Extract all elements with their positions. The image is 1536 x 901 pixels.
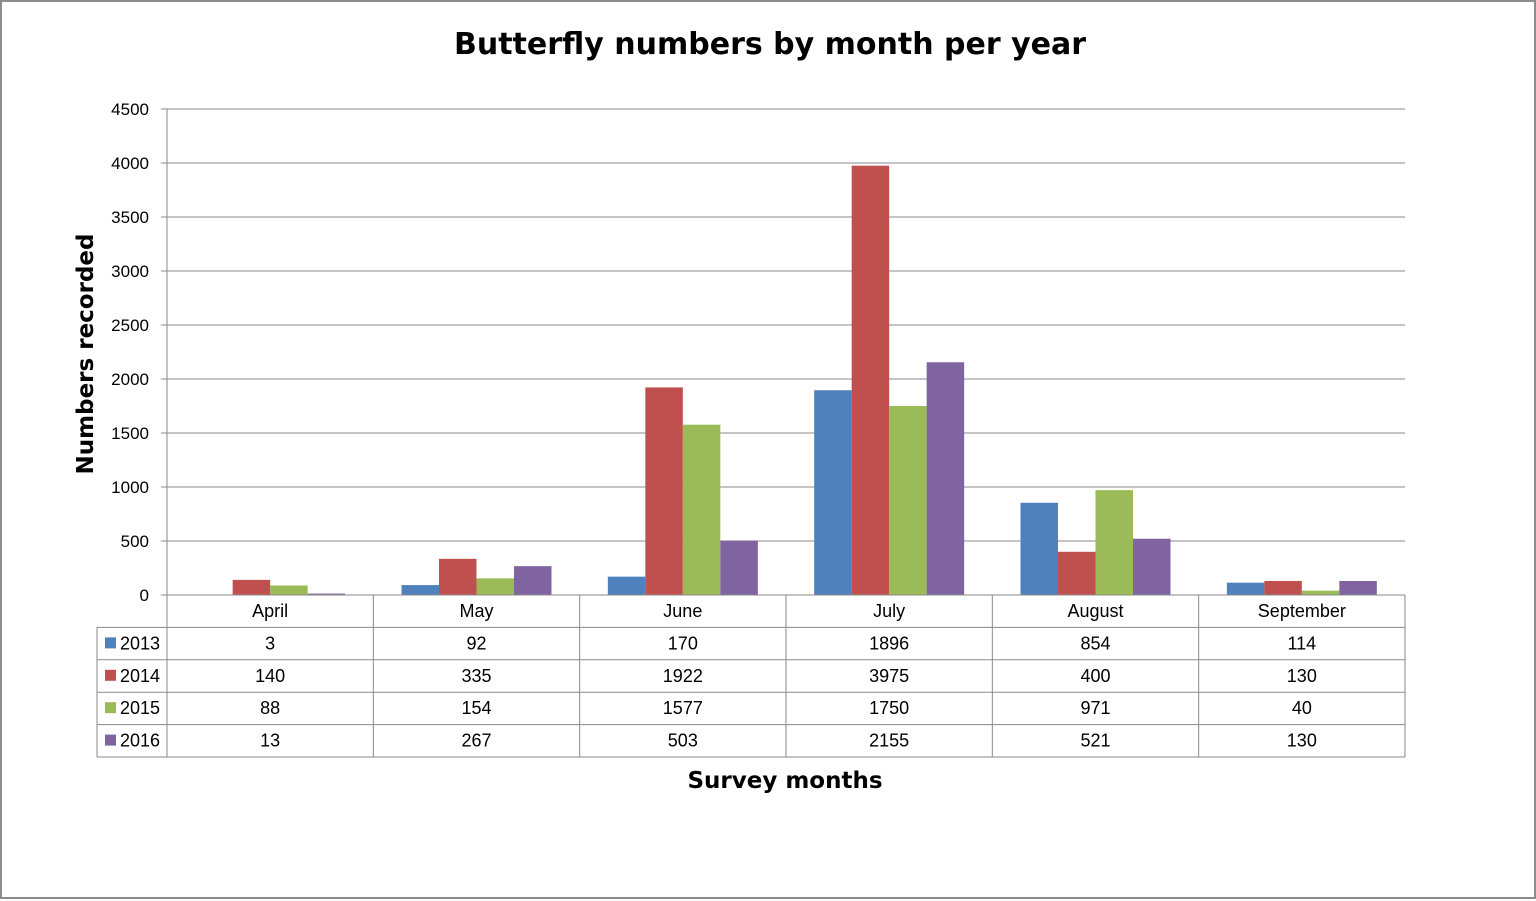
- data-label-2014-august: 400: [1080, 666, 1110, 686]
- category-label-august: August: [1067, 601, 1123, 621]
- bar-2015-september: [1302, 591, 1340, 595]
- y-tick-label: 0: [140, 586, 149, 605]
- data-label-2016-june: 503: [668, 731, 698, 751]
- data-label-2016-april: 13: [260, 731, 280, 751]
- data-table: April May June July August September 2013 3 92 17…: [97, 595, 1405, 757]
- bar-2015-july: [889, 406, 927, 595]
- data-label-2013-april: 3: [265, 633, 275, 653]
- bar-2015-june: [683, 425, 721, 595]
- data-label-2015-august: 971: [1080, 698, 1110, 718]
- category-label-may: May: [459, 601, 493, 621]
- gridlines: [161, 109, 1405, 595]
- y-axis-ticks: 0 500 1000 1500 2000 2500 3000 3500 4000 4500: [111, 100, 149, 605]
- bar-2014-april: [233, 580, 271, 595]
- x-axis-title: Survey months: [687, 768, 882, 794]
- legend-label-2015: 2015: [120, 698, 160, 718]
- data-label-2015-september: 40: [1292, 698, 1312, 718]
- bar-2014-september: [1264, 581, 1302, 595]
- data-label-2015-june: 1577: [663, 698, 703, 718]
- y-tick-label: 500: [121, 532, 149, 551]
- legend-key-2016: [105, 735, 116, 746]
- y-tick-label: 3500: [111, 208, 149, 227]
- y-tick-label: 4000: [111, 154, 149, 173]
- y-tick-label: 4500: [111, 100, 149, 119]
- category-label-september: September: [1258, 601, 1346, 621]
- y-tick-label: 1500: [111, 424, 149, 443]
- y-tick-label: 1000: [111, 478, 149, 497]
- data-label-2015-july: 1750: [869, 698, 909, 718]
- category-label-june: June: [663, 601, 702, 621]
- y-tick-label: 2500: [111, 316, 149, 335]
- data-label-2015-may: 154: [461, 698, 491, 718]
- bar-2016-august: [1133, 539, 1171, 595]
- bar-2015-august: [1096, 490, 1134, 595]
- data-label-2016-august: 521: [1080, 731, 1110, 751]
- bar-2013-september: [1227, 583, 1265, 595]
- bar-2013-may: [402, 585, 440, 595]
- bar-2014-may: [439, 559, 477, 595]
- data-label-2016-september: 130: [1287, 731, 1317, 751]
- bar-2015-may: [477, 578, 515, 595]
- bars: [195, 166, 1377, 595]
- legend-label-2016: 2016: [120, 731, 160, 751]
- legend-label-2014: 2014: [120, 666, 160, 686]
- data-label-2014-june: 1922: [663, 666, 703, 686]
- bar-2013-june: [608, 577, 646, 595]
- bar-2016-june: [720, 541, 758, 595]
- bar-2016-may: [514, 566, 552, 595]
- legend-label-2013: 2013: [120, 633, 160, 653]
- data-label-2014-september: 130: [1287, 666, 1317, 686]
- data-label-2014-july: 3975: [869, 666, 909, 686]
- legend-key-2015: [105, 702, 116, 713]
- bar-2016-july: [927, 362, 965, 595]
- legend-key-2013: [105, 637, 116, 648]
- data-label-2013-september: 114: [1287, 633, 1316, 653]
- y-axis-title: Numbers recorded: [73, 234, 99, 475]
- bar-2014-august: [1058, 552, 1096, 595]
- bar-2015-april: [270, 585, 308, 595]
- data-label-2013-may: 92: [466, 633, 486, 653]
- data-label-2014-may: 335: [461, 666, 491, 686]
- bar-2013-july: [814, 390, 852, 595]
- data-label-2013-july: 1896: [869, 633, 909, 653]
- chart-title: Butterfly numbers by month per year: [454, 27, 1086, 62]
- category-label-april: April: [252, 601, 288, 621]
- category-label-july: July: [873, 601, 905, 621]
- data-label-2015-april: 88: [260, 698, 280, 718]
- bar-2014-june: [645, 387, 683, 595]
- y-tick-label: 3000: [111, 262, 149, 281]
- data-label-2013-august: 854: [1080, 633, 1110, 653]
- y-tick-label: 2000: [111, 370, 149, 389]
- data-label-2014-april: 140: [255, 666, 285, 686]
- bar-2016-september: [1339, 581, 1377, 595]
- bar-2013-august: [1021, 503, 1059, 595]
- data-label-2016-may: 267: [461, 731, 491, 751]
- data-label-2013-june: 170: [668, 633, 698, 653]
- data-label-2016-july: 2155: [869, 731, 909, 751]
- legend-key-2014: [105, 670, 116, 681]
- bar-2014-july: [852, 166, 890, 595]
